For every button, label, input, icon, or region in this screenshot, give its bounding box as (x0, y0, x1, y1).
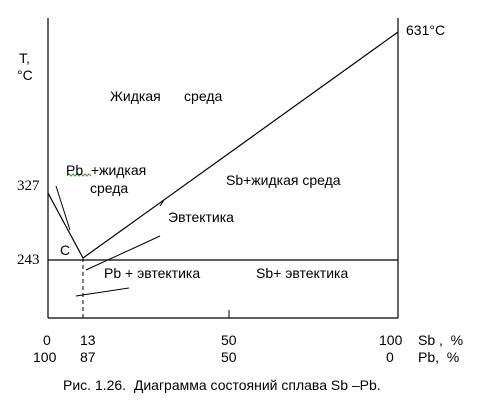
leader-pb-eutectic (75, 287, 130, 297)
region-sb-eutectic: Sb+ эвтектика (256, 265, 349, 281)
region-eutectic: Эвтектика (168, 209, 234, 225)
liquidus-pb (47, 192, 84, 259)
liquidus-sb (82, 31, 399, 259)
region-pb-liquid-line2: среда (90, 180, 129, 196)
pb-50: 50 (221, 349, 237, 365)
temp-631: 631°C (406, 22, 446, 38)
leader-sb-liquid (159, 199, 165, 207)
leader-pb-liquid (55, 185, 71, 231)
region-pb-eutectic: Pb + эвтектика (104, 265, 201, 281)
pb-100: 100 (33, 349, 57, 365)
region-pb-liquid-line1: Pb +жидкая (66, 162, 147, 178)
region-liquid: Жидкая среда (110, 88, 223, 104)
sb-axis-label: Sb , % (418, 332, 464, 348)
sb-0: 0 (43, 332, 51, 348)
sb-50: 50 (221, 332, 237, 348)
region-sb-liquid: Sb+жидкая среда (226, 172, 341, 188)
y-axis-label: T, (19, 50, 30, 66)
temp-243: 243 (17, 252, 40, 268)
temp-327: 327 (17, 178, 40, 194)
spellcheck-underline (66, 173, 92, 177)
pb-0: 0 (386, 349, 394, 365)
figure-caption: Рис. 1.26. Диаграмма состояний сплава Sb… (63, 377, 381, 393)
sb-100: 100 (379, 332, 403, 348)
pb-axis-label: Pb, % (418, 349, 460, 365)
leader-eutectic (85, 235, 161, 271)
y-axis-unit: °C (17, 67, 33, 83)
sb-13: 13 (80, 332, 96, 348)
pb-87: 87 (80, 349, 96, 365)
eutectic-point-label: C (60, 242, 71, 258)
